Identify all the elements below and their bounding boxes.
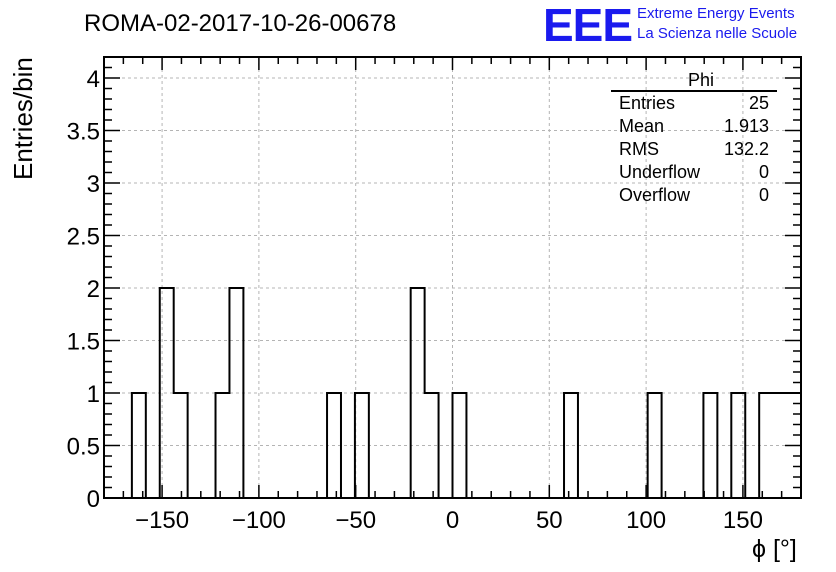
- y-tick-label: 0.5: [67, 434, 100, 461]
- stats-label: Mean: [619, 116, 665, 136]
- stats-box: Phi Entries 25 Mean 1.913 RMS 132.2 Unde…: [611, 70, 777, 207]
- histogram-bin: [132, 393, 146, 498]
- y-tick-label: 2.5: [67, 224, 100, 251]
- y-tick-label: 0: [87, 486, 100, 513]
- y-axis-label: Entries/bin: [8, 57, 38, 180]
- x-tick-label: −50: [335, 507, 376, 534]
- logo-caption-line1: Extreme Energy Events: [637, 5, 795, 22]
- y-tick-label: 4: [87, 66, 100, 93]
- histogram-bin: [731, 393, 745, 498]
- stats-value: 0: [758, 162, 769, 182]
- eee-logo: EEE: [543, 0, 633, 51]
- histogram-bin: [216, 393, 230, 498]
- stats-label: RMS: [619, 139, 659, 159]
- y-tick-label: 2: [87, 276, 100, 303]
- stats-title: Phi: [611, 70, 777, 92]
- stats-label: Entries: [619, 93, 676, 113]
- stats-row-mean: Mean 1.913: [611, 115, 777, 138]
- stats-value: 25: [748, 93, 769, 113]
- x-tick-label: 50: [536, 507, 563, 534]
- axis-ticks: −150 −100 −50 0 50 100 150 0 0.5 1 1.5 2 2.5 3 3.5 4: [67, 56, 801, 534]
- x-tick-label: 100: [626, 507, 666, 534]
- chart-title: ROMA-02-2017-10-26-00678: [84, 10, 397, 37]
- x-tick-label: 150: [723, 507, 763, 534]
- stats-row-rms: RMS 132.2: [611, 138, 777, 161]
- x-tick-label: −100: [232, 507, 286, 534]
- y-tick-label: 3.5: [67, 119, 100, 146]
- x-axis-label: ϕ [°]: [752, 535, 797, 563]
- y-tick-label: 1: [87, 381, 100, 408]
- logo-caption-line2: La Scienza nelle Scuole: [637, 25, 798, 42]
- y-tick-label: 1.5: [67, 329, 100, 356]
- stats-value: 1.913: [723, 116, 769, 136]
- stats-value: 132.2: [723, 139, 769, 159]
- y-tick-label: 3: [87, 171, 100, 198]
- stats-value: 0: [758, 185, 769, 205]
- histogram-bin: [174, 393, 188, 498]
- x-tick-label: 0: [446, 507, 459, 534]
- x-tick-label: −150: [135, 507, 189, 534]
- stats-row-entries: Entries 25: [611, 92, 777, 115]
- stats-row-underflow: Underflow 0: [611, 161, 777, 184]
- stats-label: Underflow: [619, 162, 701, 182]
- stats-label: Overflow: [619, 185, 691, 205]
- histogram-bin: [648, 393, 662, 498]
- stats-row-overflow: Overflow 0: [611, 184, 777, 207]
